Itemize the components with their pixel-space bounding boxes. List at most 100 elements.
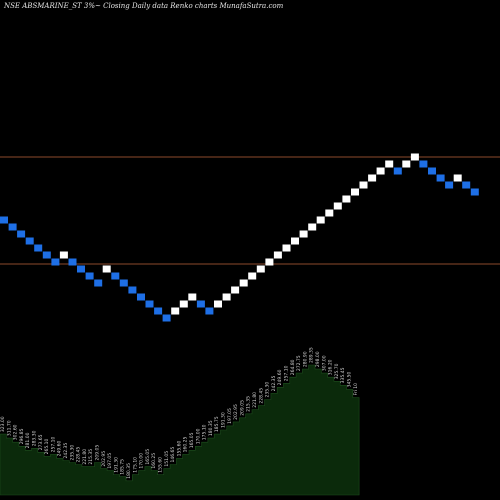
volume-label: 170.00 (139, 453, 145, 469)
renko-brick-up (188, 293, 197, 301)
renko-brick-down (119, 279, 128, 287)
volume-label: 221.80 (252, 392, 258, 408)
renko-brick-up (282, 244, 291, 252)
volume-label: 272.75 (296, 355, 302, 371)
renko-brick-up (273, 251, 282, 259)
renko-brick-down (8, 223, 17, 231)
renko-brick-down (445, 181, 454, 189)
volume-label: 215.35 (88, 449, 94, 465)
renko-brick-up (376, 167, 385, 175)
renko-brick-down (85, 272, 94, 280)
volume-label: 191.30 (221, 412, 227, 428)
renko-brick-up (248, 272, 257, 280)
volume-label: 273.65 (38, 434, 44, 450)
renko-brick-down (17, 230, 26, 238)
renko-brick-down (462, 181, 471, 189)
volume-area (0, 364, 360, 496)
renko-brick-up (214, 300, 222, 308)
renko-brick-down (428, 167, 436, 175)
volume-label: 209.05 (239, 400, 245, 416)
volume-label: 151.05 (164, 451, 170, 467)
volume-label: 283.30 (32, 430, 38, 446)
volume-label: 228.45 (76, 447, 82, 463)
volume-label: 235.30 (265, 382, 271, 398)
volume-label: 281.00 (25, 432, 31, 448)
volume-label: 228.45 (258, 388, 264, 404)
volume-label: 202.95 (233, 404, 239, 420)
renko-brick-down (111, 272, 120, 280)
volume-label: 323.00 (0, 416, 6, 432)
renko-brick-down (34, 244, 43, 252)
volume-label: 197.05 (227, 408, 233, 424)
volume-label: 155.60 (176, 441, 182, 457)
renko-brick-down (419, 160, 428, 168)
renko-brick-up (171, 307, 180, 315)
renko-brick-up (179, 300, 188, 308)
volume-label: 257.10 (50, 437, 56, 453)
volume-label: 345.50 (347, 372, 353, 388)
volume-label: 302.60 (13, 424, 19, 440)
renko-brick-down (128, 286, 137, 294)
renko-brick-up (231, 286, 240, 294)
renko-brick-up (239, 279, 248, 287)
volume-label: 249.60 (57, 441, 63, 457)
renko-brick-up (368, 174, 377, 182)
renko-brick-up (59, 251, 68, 259)
volume-label: 235.30 (69, 445, 75, 461)
volume-label: 165.05 (145, 449, 151, 465)
volume-label: 175.10 (202, 424, 208, 440)
volume-label: 175.10 (132, 457, 138, 473)
renko-brick-down (154, 307, 163, 315)
renko-brick-down (42, 251, 51, 259)
renko-brick-up (308, 223, 317, 231)
renko-bricks (0, 153, 479, 322)
volume-label: 298.00 (315, 351, 321, 367)
renko-brick-down (0, 216, 8, 224)
volume-label: 311.70 (6, 420, 12, 436)
volume-label: 249.60 (277, 369, 283, 385)
volume-label: Fri 10 (353, 383, 359, 396)
volume-label: 307.00 (321, 355, 327, 371)
renko-brick-up (256, 265, 265, 273)
volume-label: 180.35 (126, 463, 132, 479)
volume-label: 257.10 (284, 365, 290, 381)
volume-label: 242.35 (271, 376, 277, 392)
volume-label: 280.90 (302, 351, 308, 367)
volume-label: 202.95 (101, 451, 107, 467)
volume-label: 165.05 (189, 432, 195, 448)
volume-label: 221.80 (82, 449, 88, 465)
renko-brick-up (102, 265, 111, 273)
renko-brick-down (470, 188, 479, 196)
volume-histogram (0, 364, 360, 496)
volume-label: 155.60 (158, 457, 164, 473)
volume-label: 264.80 (290, 359, 296, 375)
renko-brick-up (342, 195, 351, 203)
chart-title: NSE ABSMARINE_ST 3%~ Closing Daily data … (3, 2, 284, 10)
renko-brick-up (359, 181, 368, 189)
volume-label: 209.05 (95, 445, 101, 461)
volume-label: 325.70 (334, 363, 340, 379)
volume-label: 146.65 (170, 447, 176, 463)
renko-brick-down (436, 174, 445, 182)
renko-brick-up (299, 230, 308, 238)
renko-brick-up (316, 216, 325, 224)
renko-brick-down (51, 258, 60, 266)
volume-label: 296.85 (19, 428, 25, 444)
volume-label: 265.10 (44, 439, 50, 455)
renko-brick-down (145, 300, 154, 308)
renko-brick-up (410, 153, 419, 161)
renko-brick-down (137, 293, 145, 301)
volume-label: 160.25 (183, 437, 189, 453)
volume-label: 191.30 (113, 457, 119, 473)
volume-label: 197.05 (107, 453, 113, 469)
volume-label: 185.75 (120, 459, 126, 475)
volume-label: 215.35 (246, 396, 252, 412)
renko-brick-up (453, 174, 462, 182)
volume-label: 242.35 (63, 443, 69, 459)
renko-brick-down (68, 258, 77, 266)
volume-label: 289.35 (309, 347, 315, 363)
renko-brick-up (325, 209, 334, 217)
renko-brick-down (77, 265, 85, 273)
volume-label: 160.25 (151, 453, 157, 469)
